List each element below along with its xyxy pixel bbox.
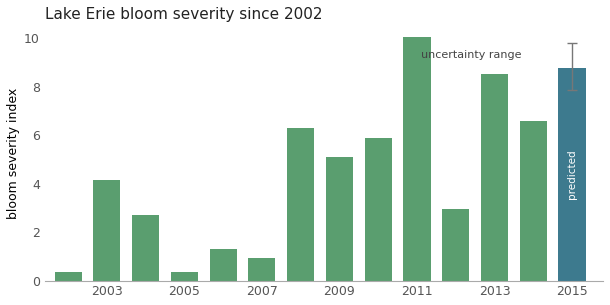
Bar: [287, 128, 314, 281]
Bar: [93, 180, 120, 281]
Bar: [132, 215, 159, 281]
Bar: [326, 157, 353, 281]
Bar: [520, 120, 547, 281]
Text: predicted: predicted: [567, 150, 577, 199]
Bar: [171, 272, 198, 281]
Bar: [365, 138, 392, 281]
Bar: [442, 209, 469, 281]
Bar: [210, 249, 237, 281]
Bar: [559, 68, 586, 281]
Text: Lake Erie bloom severity since 2002: Lake Erie bloom severity since 2002: [45, 7, 322, 22]
Bar: [54, 272, 82, 281]
Bar: [403, 37, 431, 281]
Bar: [248, 258, 276, 281]
Bar: [481, 74, 508, 281]
Text: uncertainty range: uncertainty range: [421, 50, 522, 60]
Y-axis label: bloom severity index: bloom severity index: [7, 88, 20, 219]
